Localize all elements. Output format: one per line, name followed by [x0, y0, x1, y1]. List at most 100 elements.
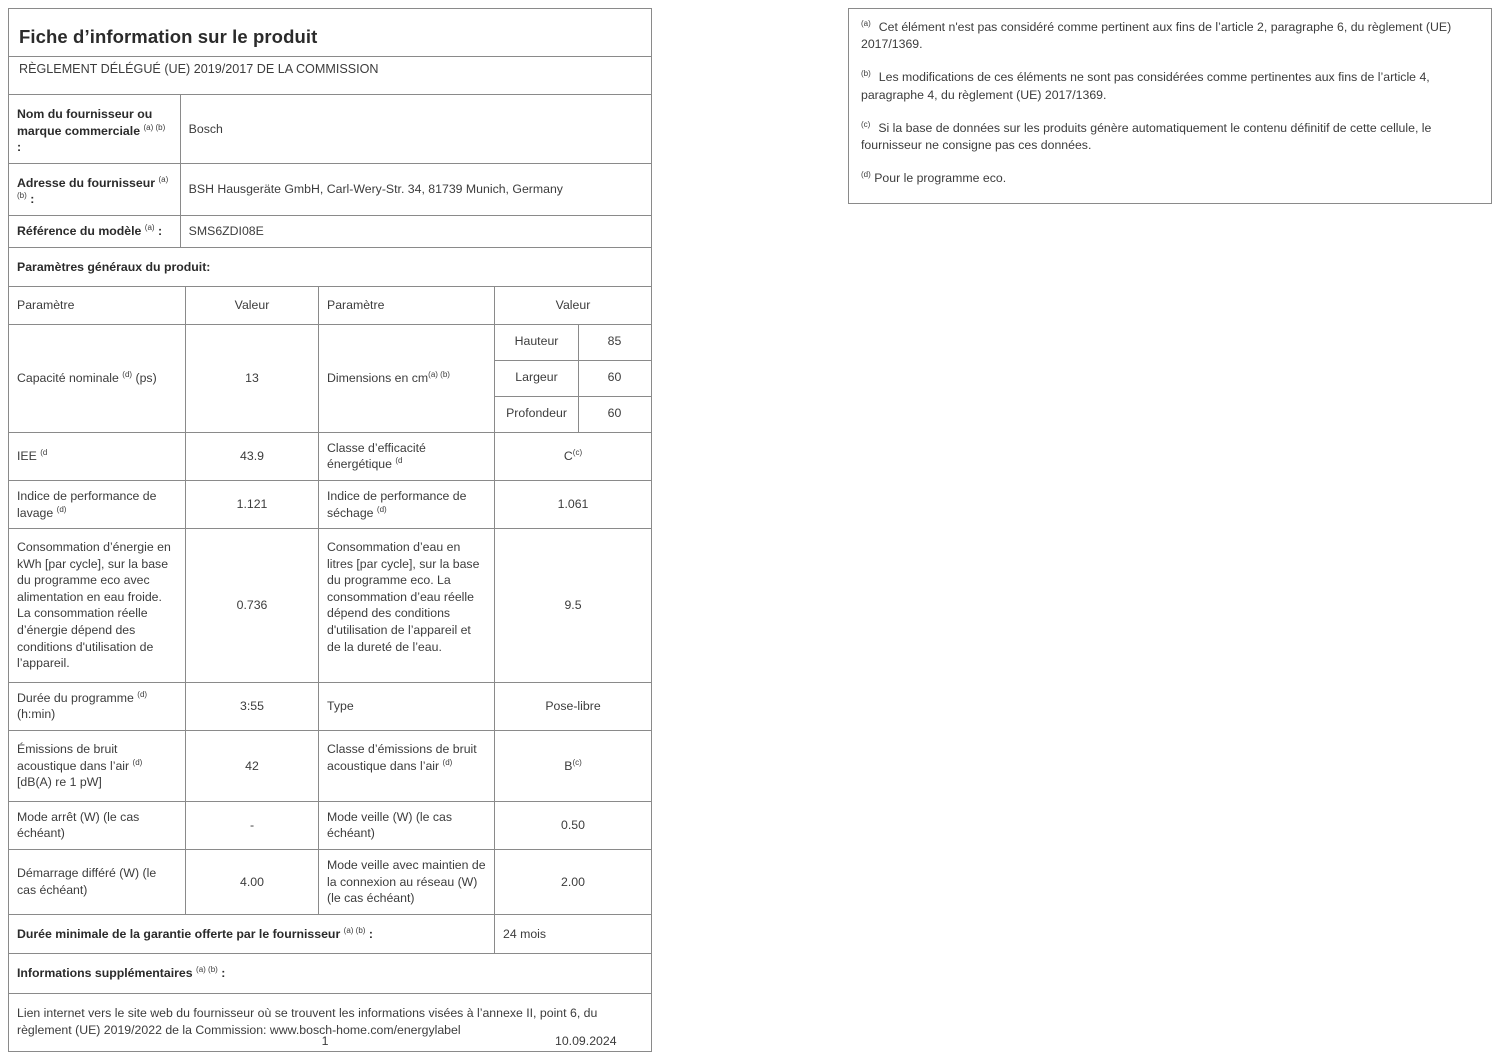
- table-header-row: Paramètre Valeur Paramètre Valeur: [9, 287, 651, 325]
- row-param-label: Mode arrêt (W) (le cas échéant): [9, 801, 186, 849]
- header-parameter-1: Paramètre: [9, 287, 186, 324]
- supplier-address-row: Adresse du fournisseur (a) (b) : BSH Hau…: [9, 163, 651, 216]
- row-param-text: Émissions de bruit acoustique dans l’air: [17, 742, 130, 773]
- row-param-suffix: (h:min): [17, 707, 56, 722]
- dimension-row: Largeur 60: [495, 360, 651, 397]
- row-value-2-mark: (c): [572, 757, 582, 767]
- footnotes-box: (a) Cet élément n'est pas considéré comme…: [848, 8, 1492, 205]
- row-param-label-2: Mode veille (W) (le cas échéant): [319, 801, 495, 849]
- capacity-label: Capacité nominale (d) (ps): [9, 324, 186, 432]
- row-param-suffix: [dB(A) re 1 pW]: [17, 775, 102, 790]
- model-reference-row: Référence du modèle (a) : SMS6ZDI08E: [9, 215, 651, 248]
- footer-date: 10.09.2024: [555, 1034, 617, 1048]
- page-number: 1: [321, 1034, 329, 1048]
- warranty-label: Durée minimale de la garantie offerte pa…: [9, 914, 495, 954]
- row-value-2-mark: (c): [572, 447, 583, 457]
- supplier-name-label: Nom du fournisseur ou marque commerciale…: [9, 94, 181, 163]
- dimensions-label-marks: (a) (b): [428, 370, 450, 380]
- general-parameters-title: Paramètres généraux du produit:: [17, 259, 211, 274]
- supplier-address-label-text: Adresse du fournisseur: [17, 175, 156, 190]
- row-param-label-2: Classe d’émissions de bruit acoustique d…: [319, 731, 495, 801]
- footnote-item: (d) Pour le programme eco.: [861, 170, 1479, 187]
- warranty-value: 24 mois: [503, 926, 547, 941]
- additional-info-header-row: Informations supplémentaires (a) (b) :: [9, 954, 651, 994]
- row-value: 1.121: [186, 480, 319, 529]
- row-value-2: 9.5: [564, 598, 582, 613]
- table-row: Indice de performance de lavage (d) 1.12…: [9, 480, 651, 530]
- row-value: 3:55: [186, 682, 319, 731]
- additional-info-label-text: Informations supplémentaires: [17, 966, 193, 981]
- warranty-label-marks: (a) (b): [343, 925, 366, 935]
- warranty-label-text: Durée minimale de la garantie offerte pa…: [17, 926, 341, 941]
- dimension-value-depth: 60: [607, 405, 622, 420]
- row-value: 42: [186, 731, 319, 801]
- row-value-2: Pose-libre: [545, 699, 601, 714]
- model-reference-label-marks: (a): [144, 222, 155, 232]
- row-value-2-text: B: [564, 758, 573, 773]
- dimensions-subtable: Hauteur 85 Largeur 60 Profondeur 60: [495, 324, 651, 432]
- general-parameters-row: Paramètres généraux du produit:: [9, 248, 651, 288]
- regulation-text: RÈGLEMENT DÉLÉGUÉ (UE) 2019/2017 DE LA C…: [19, 61, 379, 76]
- supplier-address-label-marks: (a) (b): [17, 174, 169, 201]
- dimension-label-width: Largeur: [495, 360, 579, 396]
- dimension-value-height: 85: [607, 333, 622, 348]
- row-param-label-2: Indice de performance de séchage (d): [319, 480, 495, 529]
- row-param-mark-2: (d): [442, 757, 453, 767]
- row-value: -: [186, 801, 319, 849]
- model-reference-label-text: Référence du modèle: [17, 223, 142, 238]
- additional-info-label: Informations supplémentaires (a) (b) :: [9, 954, 651, 993]
- row-param-mark: (d: [40, 447, 48, 457]
- row-param-label-2: Mode veille avec maintien de la connexio…: [319, 850, 495, 914]
- supplier-name-value: Bosch: [188, 121, 223, 136]
- header-parameter-2: Paramètre: [319, 287, 495, 324]
- dimensions-label-text: Dimensions en cm: [327, 371, 429, 386]
- header-value-2: Valeur: [555, 298, 591, 313]
- footnote-item: (a) Cet élément n'est pas considéré comme…: [861, 19, 1479, 53]
- table-row: Durée du programme (d) (h:min) 3:55 Type…: [9, 682, 651, 732]
- row-param-mark: (d): [56, 504, 67, 514]
- footnote-mark: (d): [861, 170, 871, 180]
- row-param-label: Démarrage différé (W) (le cas échéant): [9, 850, 186, 914]
- product-information-sheet: Fiche d’information sur le produit RÈGLE…: [8, 8, 652, 1052]
- model-reference-label-colon: :: [158, 223, 163, 238]
- capacity-dimensions-row: Capacité nominale (d) (ps) 13 Dimensions…: [9, 324, 651, 433]
- row-value: 4.00: [186, 850, 319, 914]
- row-param-text-2: Classe d’émissions de bruit acoustique d…: [327, 742, 477, 773]
- row-param-text: Durée du programme: [17, 690, 134, 705]
- capacity-label-text: Capacité nominale: [17, 371, 119, 386]
- row-param-label: Émissions de bruit acoustique dans l’air…: [9, 731, 186, 801]
- footnote-item: (b) Les modifications de ces éléments ne …: [861, 69, 1479, 103]
- row-param-label: IEE (d: [9, 432, 186, 480]
- row-value-2: C(c): [495, 433, 651, 480]
- supplier-address-label-colon: :: [30, 192, 35, 207]
- footnote-text: Les modifications de ces éléments ne son…: [861, 70, 1430, 102]
- additional-info-text: Lien internet vers le site web du fourni…: [17, 1005, 598, 1037]
- model-reference-label: Référence du modèle (a) :: [9, 215, 181, 247]
- footnote-mark: (b): [861, 69, 871, 79]
- row-param-mark-2: (d): [376, 504, 387, 514]
- capacity-label-suffix: (ps): [135, 371, 157, 386]
- page-title: Fiche d’information sur le produit: [19, 26, 318, 47]
- table-row: Consommation d’énergie en kWh [par cycle…: [9, 529, 651, 683]
- table-row: Mode arrêt (W) (le cas échéant) - Mode v…: [9, 801, 651, 850]
- row-param-text: IEE: [17, 449, 37, 464]
- page-2: (a) Cet élément n'est pas considéré comme…: [750, 0, 1500, 1052]
- additional-info-label-colon: :: [221, 966, 226, 981]
- row-value: 0.736: [186, 529, 319, 682]
- dimension-value-width: 60: [607, 369, 622, 384]
- supplier-name-label-text: Nom du fournisseur ou marque commerciale: [17, 106, 153, 138]
- row-value: 43.9: [186, 432, 319, 480]
- row-param-label: Consommation d’énergie en kWh [par cycle…: [9, 529, 186, 682]
- row-value-2: B(c): [495, 731, 651, 801]
- page-1: Fiche d’information sur le produit RÈGLE…: [8, 8, 652, 1052]
- warranty-row: Durée minimale de la garantie offerte pa…: [9, 914, 651, 955]
- row-value-2-text: C: [563, 449, 573, 464]
- row-param-mark: (d): [137, 689, 148, 699]
- footnote-text: Si la base de données sur les produits g…: [861, 120, 1432, 153]
- footnote-text: Pour le programme eco.: [874, 171, 1007, 186]
- row-value-2: 0.50: [561, 818, 585, 833]
- row-value-2: 2.00: [561, 874, 585, 889]
- supplier-name-row: Nom du fournisseur ou marque commerciale…: [9, 94, 651, 164]
- header-value-1: Valeur: [186, 287, 319, 324]
- model-reference-value: SMS6ZDI08E: [188, 223, 264, 238]
